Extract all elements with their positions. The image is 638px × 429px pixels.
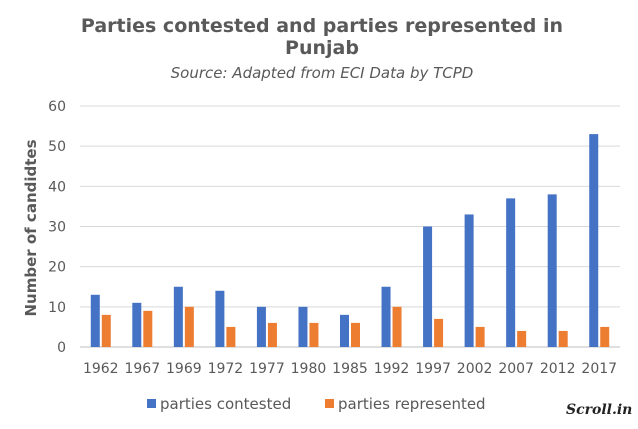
bar-represented-1992	[392, 306, 402, 347]
x-tick-label: 1972	[208, 361, 244, 377]
bar-contested-1977	[256, 306, 266, 347]
gridlines	[80, 105, 620, 348]
bar-contested-1992	[381, 286, 391, 347]
y-axis-label: Number of candidtes	[22, 139, 40, 316]
bar-contested-2002	[464, 214, 474, 347]
legend-label: parties represented	[338, 395, 486, 413]
bar-represented-2017	[600, 326, 610, 347]
bar-represented-2002	[475, 326, 485, 347]
bar-represented-1980	[309, 322, 319, 347]
x-tick-label: 1969	[166, 361, 202, 377]
chart-title-line1: Parties contested and parties represente…	[81, 15, 563, 37]
y-tick-label: 10	[48, 300, 66, 316]
x-tick-label: 1992	[374, 361, 410, 377]
x-tick-label: 1980	[291, 361, 327, 377]
x-tick-label: 1962	[83, 361, 119, 377]
chart-title-line2: Punjab	[285, 37, 359, 59]
legend-label: parties contested	[160, 395, 291, 413]
bar-represented-1985	[351, 322, 360, 347]
x-tick-label: 2002	[457, 361, 493, 377]
bar-contested-1985	[340, 314, 349, 347]
x-tick-label: 2012	[540, 361, 576, 377]
logo-text: Scroll.in	[566, 402, 632, 418]
x-tick-label: 1985	[332, 361, 368, 377]
y-tick-label: 60	[48, 99, 66, 115]
bar-contested-1980	[298, 306, 308, 347]
bar-contested-1969	[173, 286, 183, 347]
bar-contested-2007	[506, 198, 516, 347]
bar-contested-2012	[547, 194, 557, 347]
chart-subtitle: Source: Adapted from ECI Data by TCPD	[171, 64, 474, 82]
bar-contested-1997	[423, 226, 433, 347]
bars	[90, 134, 610, 347]
x-tick-label: 2007	[498, 361, 534, 377]
bar-contested-2017	[589, 134, 599, 347]
bar-represented-2007	[517, 330, 527, 347]
bar-represented-1977	[267, 322, 277, 347]
bar-represented-1962	[101, 314, 111, 347]
y-tick-label: 0	[57, 340, 66, 356]
y-tick-label: 40	[48, 179, 66, 195]
legend-swatch-1	[325, 399, 334, 408]
legend-swatch-0	[147, 399, 156, 408]
legend: parties contested parties represented	[147, 395, 486, 413]
bar-represented-1969	[184, 306, 194, 347]
y-tick-labels: 0 10 20 30 40 50 60	[48, 99, 66, 356]
scroll-logo: Scroll.in	[566, 402, 632, 418]
bar-contested-1962	[90, 294, 100, 347]
x-tick-label: 2017	[581, 361, 617, 377]
x-tick-label: 1977	[249, 361, 285, 377]
bar-represented-1997	[434, 318, 444, 347]
bar-contested-1972	[215, 290, 225, 347]
bar-represented-2012	[558, 330, 568, 347]
y-tick-label: 20	[48, 260, 66, 276]
y-tick-label: 30	[48, 220, 66, 236]
bar-represented-1967	[143, 310, 153, 347]
bar-represented-1972	[226, 326, 236, 347]
x-tick-label: 1997	[415, 361, 451, 377]
y-tick-label: 50	[48, 139, 66, 155]
x-tick-labels: 1962 1967 1969 1972 1977 1980 1985 1992 1997 2002…	[83, 361, 617, 377]
x-tick-label: 1967	[124, 361, 160, 377]
bar-contested-1967	[132, 302, 142, 347]
